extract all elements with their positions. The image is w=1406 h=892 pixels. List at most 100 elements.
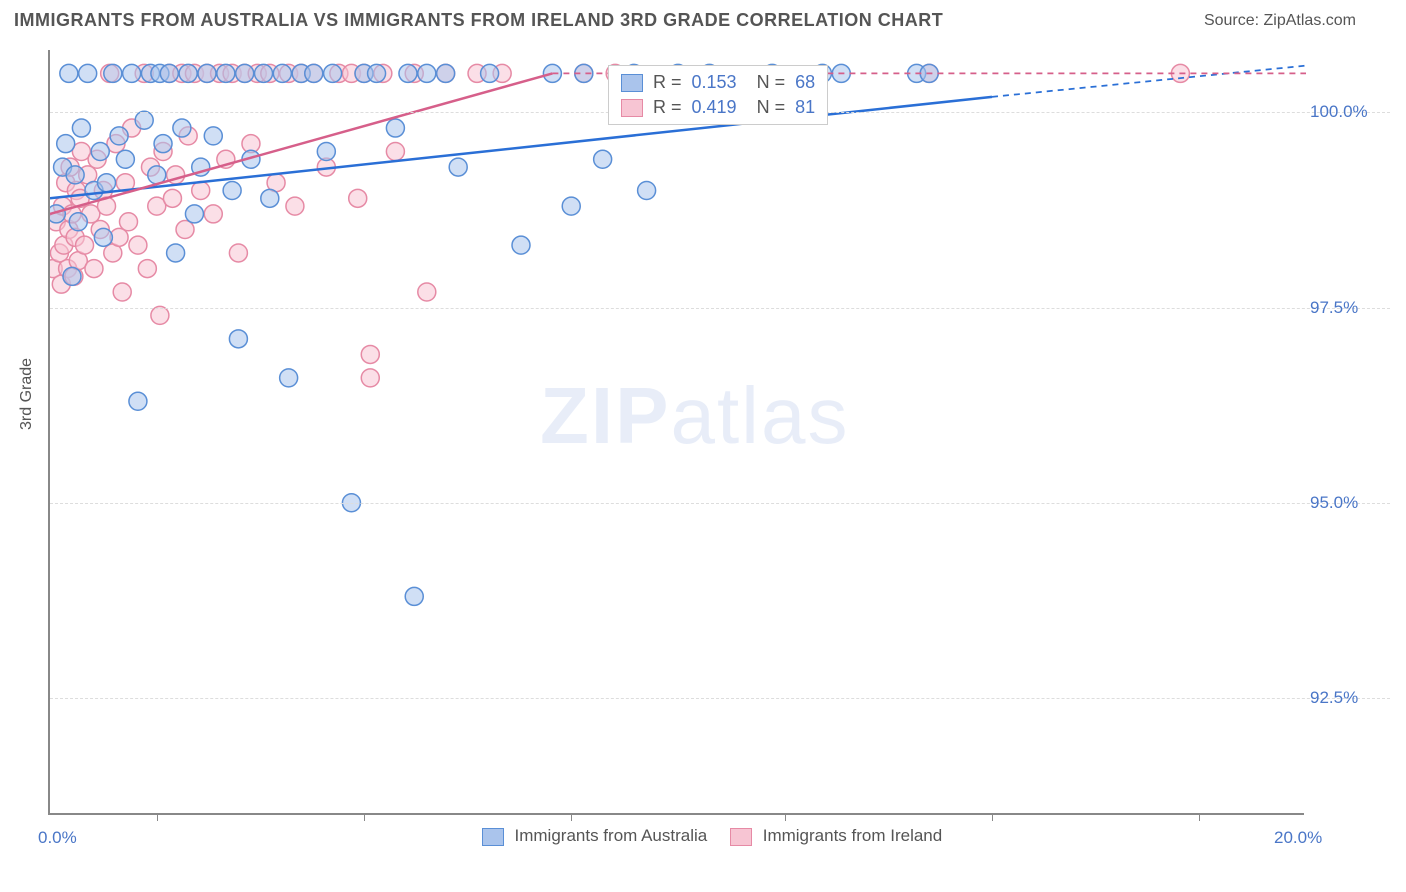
data-point — [418, 64, 436, 82]
trend-line-extension — [992, 66, 1306, 97]
data-point — [63, 267, 81, 285]
data-point — [129, 236, 147, 254]
stats-n-value: 68 — [795, 72, 815, 93]
data-point — [386, 119, 404, 137]
x-tick — [992, 813, 993, 821]
data-point — [361, 345, 379, 363]
stats-n-value: 81 — [795, 97, 815, 118]
data-point — [229, 330, 247, 348]
gridline-h — [50, 308, 1390, 309]
gridline-h — [50, 698, 1390, 699]
x-tick — [571, 813, 572, 821]
data-point — [229, 244, 247, 262]
data-point — [135, 111, 153, 129]
data-point — [110, 127, 128, 145]
data-point — [638, 182, 656, 200]
stats-r-label: R = — [653, 97, 682, 118]
data-point — [192, 182, 210, 200]
data-point — [154, 135, 172, 153]
x-tick — [157, 813, 158, 821]
data-point — [324, 64, 342, 82]
stats-box: R = 0.153 N = 68R = 0.419 N = 81 — [608, 65, 828, 125]
data-point — [399, 64, 417, 82]
data-point — [113, 283, 131, 301]
data-point — [223, 182, 241, 200]
stats-row: R = 0.419 N = 81 — [621, 95, 815, 120]
data-point — [255, 64, 273, 82]
stats-swatch — [621, 74, 643, 92]
data-point — [179, 64, 197, 82]
legend-label-australia: Immigrants from Australia — [515, 826, 708, 845]
data-point — [261, 189, 279, 207]
y-tick-label: 100.0% — [1310, 102, 1368, 122]
data-point — [286, 197, 304, 215]
data-point — [79, 64, 97, 82]
data-point — [594, 150, 612, 168]
y-axis-label: 3rd Grade — [18, 358, 36, 430]
stats-r-value: 0.153 — [692, 72, 737, 93]
gridline-h — [50, 503, 1390, 504]
data-point — [91, 142, 109, 160]
data-point — [57, 135, 75, 153]
data-point — [129, 392, 147, 410]
y-tick-label: 95.0% — [1310, 493, 1358, 513]
data-point — [280, 369, 298, 387]
x-tick — [785, 813, 786, 821]
legend-label-ireland: Immigrants from Ireland — [763, 826, 943, 845]
data-point — [120, 213, 138, 231]
x-tick — [364, 813, 365, 821]
data-point — [76, 236, 94, 254]
data-point — [349, 189, 367, 207]
data-point — [69, 213, 87, 231]
legend-swatch-australia — [482, 828, 504, 846]
data-point — [437, 64, 455, 82]
data-point — [305, 64, 323, 82]
data-point — [123, 64, 141, 82]
data-point — [368, 64, 386, 82]
stats-r-value: 0.419 — [692, 97, 737, 118]
header: IMMIGRANTS FROM AUSTRALIA VS IMMIGRANTS … — [0, 0, 1406, 39]
y-tick-label: 92.5% — [1310, 688, 1358, 708]
data-point — [449, 158, 467, 176]
data-point — [204, 205, 222, 223]
stats-swatch — [621, 99, 643, 117]
data-point — [66, 166, 84, 184]
x-tick-label: 0.0% — [38, 828, 77, 848]
data-point — [217, 64, 235, 82]
data-point — [116, 150, 134, 168]
data-point — [386, 142, 404, 160]
data-point — [204, 127, 222, 145]
data-point — [405, 587, 423, 605]
data-point — [94, 228, 112, 246]
data-point — [167, 244, 185, 262]
data-point — [138, 260, 156, 278]
data-point — [173, 119, 191, 137]
stats-n-label: N = — [747, 97, 786, 118]
chart-title: IMMIGRANTS FROM AUSTRALIA VS IMMIGRANTS … — [14, 10, 943, 31]
source-label: Source: ZipAtlas.com — [1204, 12, 1356, 30]
y-tick-label: 97.5% — [1310, 298, 1358, 318]
scatter-svg — [50, 50, 1406, 817]
data-point — [418, 283, 436, 301]
data-point — [481, 64, 499, 82]
data-point — [236, 64, 254, 82]
data-point — [60, 64, 78, 82]
data-point — [98, 174, 116, 192]
data-point — [160, 64, 178, 82]
data-point — [317, 142, 335, 160]
data-point — [85, 260, 103, 278]
legend-swatch-ireland — [730, 828, 752, 846]
data-point — [163, 189, 181, 207]
data-point — [185, 205, 203, 223]
data-point — [198, 64, 216, 82]
stats-r-label: R = — [653, 72, 682, 93]
data-point — [512, 236, 530, 254]
x-tick — [1199, 813, 1200, 821]
data-point — [176, 221, 194, 239]
chart-plot-area: ZIPatlas R = 0.153 N = 68R = 0.419 N = 8… — [48, 50, 1304, 815]
bottom-legend: Immigrants from Australia Immigrants fro… — [0, 826, 1406, 846]
x-tick-label: 20.0% — [1274, 828, 1322, 848]
data-point — [151, 306, 169, 324]
data-point — [361, 369, 379, 387]
data-point — [562, 197, 580, 215]
